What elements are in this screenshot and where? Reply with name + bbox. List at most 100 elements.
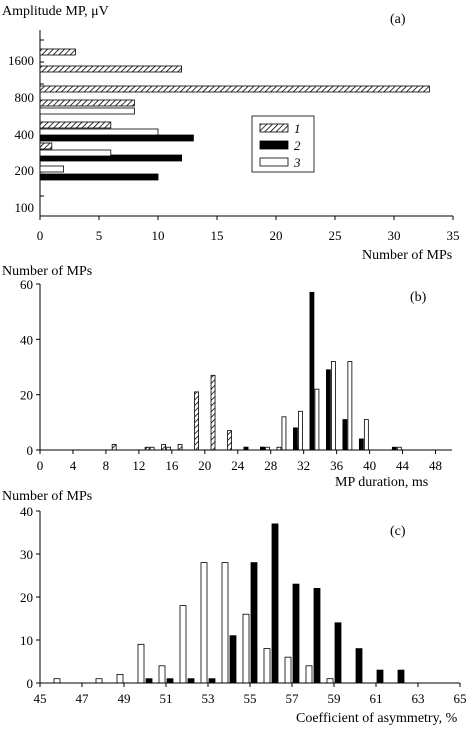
panel-b-bar-series-1 [111, 444, 117, 451]
panel-c-bar-series-2 [208, 678, 216, 684]
panel-c-bar-series-2 [187, 678, 195, 684]
panel-b-bar-series-1 [177, 444, 183, 451]
panel-c-asymmetry-chart: Number of MPs (c) 0 10 20 30 40 45 47 49 51 53 55… [2, 489, 467, 726]
panel-a-label: (a) [390, 12, 406, 27]
panel-c-x-tick-label: 55 [244, 691, 257, 706]
panel-c-bar-series-3 [53, 678, 61, 684]
panel-c-bar-series-3 [284, 656, 292, 684]
panel-b-y-tick-label: 0 [27, 443, 34, 458]
panel-a-bar-series-3 [39, 128, 159, 136]
panel-a-y-tick-label: 1600 [8, 53, 34, 68]
panel-a-x-tick-label: 5 [96, 228, 103, 243]
panel-c-x-tick-label: 65 [454, 691, 467, 706]
panel-c-y-tick-label: 20 [20, 590, 33, 605]
panel-b-x-tick-label: 0 [37, 458, 44, 473]
legend-label-3: 3 [293, 155, 301, 170]
panel-a-x-tick-label: 25 [329, 228, 342, 243]
panel-a-bar-series-2 [39, 173, 159, 181]
panel-a-x-tick-label: 15 [211, 228, 224, 243]
panel-b-bar-series-2 [309, 291, 315, 451]
panel-b-x-tick-label: 8 [103, 458, 110, 473]
panel-b-ylabel: Number of MPs [2, 264, 92, 279]
panel-a-ylabel: Amplitude MP, μV [2, 4, 109, 19]
panel-a-amplitude-chart: Amplitude MP, μV (a) 1600 800 400 200 100 0 5… [2, 4, 460, 263]
panel-b-x-tick-label: 48 [429, 458, 442, 473]
panel-c-x-tick-label: 61 [370, 691, 383, 706]
panel-b-y-tick-label: 60 [20, 277, 33, 292]
panel-a-y-tick-label: 100 [15, 200, 35, 215]
panel-a-legend: 1 2 3 [251, 115, 315, 173]
panel-b-x-tick-label: 28 [264, 458, 277, 473]
panel-b-x-tick-label: 24 [231, 458, 245, 473]
panel-b-y-tick-label: 20 [20, 388, 33, 403]
panel-a-bar-series-1 [39, 48, 76, 56]
panel-c-y-tick-label: 30 [20, 547, 33, 562]
panel-c-xlabel: Coefficient of asymmetry, % [296, 711, 458, 726]
legend-swatch-2 [259, 140, 289, 150]
panel-b-x-tick-label: 32 [297, 458, 310, 473]
panel-a-y-tick-label: 200 [15, 163, 35, 178]
panel-c-bar-series-3 [326, 678, 334, 684]
panel-a-bar-series-1 [39, 121, 112, 129]
panel-b-x-tick-label: 36 [330, 458, 344, 473]
panel-a-x-tick-label: 30 [388, 228, 401, 243]
panel-b-bar-series-1 [161, 444, 167, 451]
legend-swatch-3 [259, 157, 289, 167]
panel-c-bar-series-3 [242, 613, 250, 684]
panel-c-bar-series-3 [137, 643, 145, 684]
panel-b-bar-series-1 [194, 391, 199, 451]
panel-c-bar-series-3 [179, 605, 187, 684]
legend-label-2: 2 [294, 138, 301, 153]
panel-a-bar-series-1 [39, 85, 430, 93]
panel-a-bar-series-1 [39, 65, 183, 73]
panel-b-x-tick-label: 44 [396, 458, 410, 473]
panel-a-x-tick-label: 0 [37, 228, 44, 243]
legend-swatch-1 [259, 123, 289, 133]
panel-b-bar-series-1 [227, 430, 232, 451]
panel-c-ylabel: Number of MPs [2, 489, 92, 504]
panel-b-bar-series-3 [347, 361, 353, 451]
panel-c-bar-series-2 [166, 678, 174, 684]
panel-c-bar-series-2 [229, 635, 237, 684]
panel-a-bar-series-1 [39, 99, 135, 107]
panel-b-bar-series-2 [325, 369, 331, 451]
panel-a-bar-series-2 [39, 134, 194, 142]
panel-c-bar-series-3 [305, 665, 313, 684]
panel-c-y-tick-label: 40 [20, 504, 33, 519]
panel-b-x-tick-label: 40 [363, 458, 376, 473]
panel-b-x-tick-label: 4 [70, 458, 77, 473]
panel-b-bar-series-1 [210, 374, 216, 451]
panel-b-bar-series-3 [281, 416, 287, 451]
panel-a-x-tick-label: 35 [447, 228, 460, 243]
panel-c-x-tick-label: 53 [202, 691, 215, 706]
panel-c-bar-series-2 [145, 678, 153, 684]
panel-b-xlabel: MP duration, ms [335, 475, 428, 490]
panel-c-bar-series-2 [355, 648, 363, 684]
panel-c-label: (c) [390, 524, 406, 539]
panel-b-bar-series-2 [342, 419, 348, 451]
panel-c-bar-series-2 [250, 562, 258, 684]
panel-c-bar-series-2 [334, 622, 342, 684]
panel-a-y-tick-label: 400 [15, 127, 35, 142]
panel-c-bar-series-3 [116, 674, 124, 684]
panel-a-bar-series-3 [39, 107, 135, 115]
panel-b-x-tick-label: 20 [198, 458, 211, 473]
panel-c-x-tick-label: 57 [286, 691, 300, 706]
panel-c-y-tick-label: 0 [27, 676, 34, 691]
panel-c-bar-series-3 [200, 562, 208, 684]
panel-c-x-tick-label: 63 [412, 691, 425, 706]
panel-c-bar-series-2 [397, 669, 405, 684]
panel-a-x-tick-label: 10 [152, 228, 165, 243]
panel-c-bar-series-2 [292, 583, 300, 684]
panel-a-x-tick-label: 20 [270, 228, 283, 243]
panel-a-xlabel: Number of MPs [362, 248, 452, 263]
panel-b-x-tick-label: 16 [165, 458, 179, 473]
panel-c-x-tick-label: 47 [76, 691, 90, 706]
panel-c-x-tick-label: 45 [34, 691, 47, 706]
panel-b-label: (b) [410, 290, 427, 305]
panel-b-bar-series-3 [314, 388, 320, 451]
panel-b-bar-series-2 [293, 427, 298, 451]
legend-label-1: 1 [294, 121, 301, 136]
